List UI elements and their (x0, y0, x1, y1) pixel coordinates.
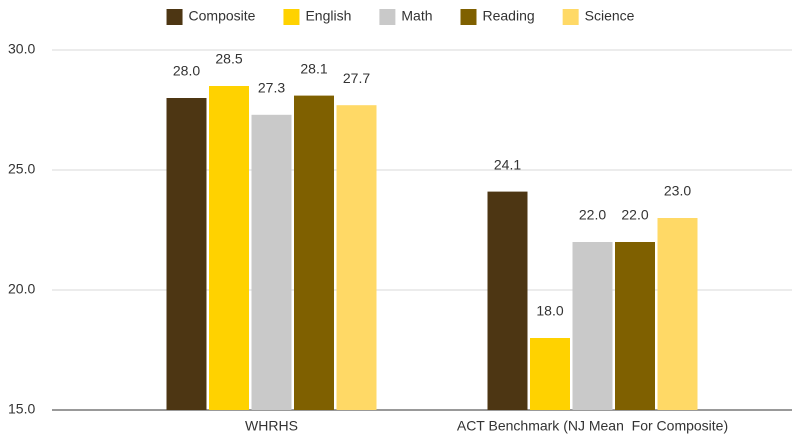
y-tick-label: 30.0 (8, 41, 35, 57)
bar (209, 86, 249, 410)
data-label: 22.0 (579, 207, 606, 223)
legend-swatch (379, 9, 396, 25)
data-label: 22.0 (621, 207, 648, 223)
legend-label: English (305, 8, 351, 24)
x-tick-label: ACT Benchmark (NJ Mean For Composite) (457, 418, 728, 434)
data-label: 27.7 (343, 70, 370, 86)
bar (166, 98, 207, 410)
legend-swatch (460, 9, 477, 25)
bar (615, 242, 655, 410)
bar (336, 105, 377, 410)
y-tick-label: 20.0 (8, 281, 35, 297)
data-label: 28.5 (215, 51, 242, 67)
y-tick-label: 25.0 (8, 161, 35, 177)
bar (251, 114, 292, 411)
data-label: 24.1 (494, 156, 521, 172)
bar (572, 242, 613, 410)
data-label: 18.0 (536, 303, 563, 319)
x-tick-label: WHRHS (245, 418, 298, 434)
legend-label: Reading (483, 8, 535, 24)
bar (294, 95, 334, 410)
data-label: 27.3 (258, 80, 285, 96)
y-tick-label: 15.0 (8, 401, 35, 417)
legend-label: Science (585, 8, 635, 24)
legend-swatch (283, 9, 300, 25)
data-label: 28.0 (173, 63, 200, 79)
legend-label: Composite (189, 8, 256, 24)
data-label: 23.0 (664, 183, 691, 199)
bar (530, 338, 570, 410)
bar (487, 191, 528, 410)
data-label: 28.1 (300, 60, 327, 76)
legend-swatch (166, 9, 183, 25)
legend-swatch (562, 9, 579, 25)
bar (657, 218, 698, 410)
legend-label: Math (401, 8, 432, 24)
